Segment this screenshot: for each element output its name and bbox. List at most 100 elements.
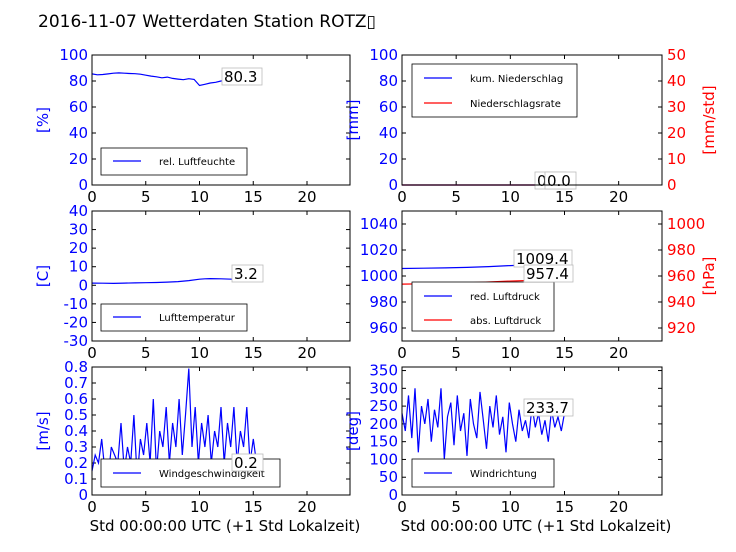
- y-tick-label: -10: [64, 295, 89, 313]
- annotation: 0.0: [544, 171, 577, 190]
- chart-panel-2: 0 5 10 15 20 0 20 40 60 80 100 0 10 20 30 40 50 [mm] [mm/s…: [344, 46, 718, 206]
- x-tick-label: 10: [190, 344, 209, 362]
- legend-entry: kum. Niederschlag: [470, 74, 563, 85]
- y-tick-label: 300: [369, 379, 398, 397]
- y-tick-label: 0.1: [64, 470, 88, 488]
- x-axis-label: Std 00:00:00 UTC (+1 Std Lokalzeit): [401, 517, 672, 535]
- y-tick-label: 50: [379, 468, 398, 486]
- x-tick-label: 0: [87, 344, 97, 362]
- chart-panel-5: 0 5 10 15 2000.10.20.30.40.50.60.70.8[m/s]St…: [34, 358, 360, 535]
- plot-frame: [91, 210, 351, 342]
- legend: kum. Niederschlag Niederschlagsrate: [411, 63, 578, 118]
- y-tick-label: -30: [64, 332, 89, 350]
- chart-title: 2016-11-07 Wetterdaten Station ROTZ▯: [38, 12, 376, 32]
- annotation-label: 1009.4: [516, 250, 569, 268]
- annotation: 1009.4: [513, 249, 573, 268]
- legend: Lufttemperatur: [100, 303, 248, 332]
- y-tick-label: 0: [78, 486, 88, 504]
- y-tick-label: 100: [369, 46, 398, 64]
- x-tick-label: 0: [397, 188, 407, 206]
- x-tick-label: 15: [244, 344, 263, 362]
- series-line-1: [401, 388, 569, 460]
- y-tick-label: 0: [388, 486, 398, 504]
- x-tick-label: 5: [141, 498, 151, 516]
- annotation-box: [231, 264, 264, 283]
- legend-entry: rel. Luftfeuchte: [159, 157, 235, 168]
- y-tick-label: 1000: [360, 267, 398, 285]
- y-tick-label: 80: [69, 72, 88, 90]
- y-tick-label: 100: [59, 46, 88, 64]
- y-axis-label: [deg]: [344, 411, 362, 451]
- y-tick-label: 1040: [360, 215, 398, 233]
- legend-entry: Niederschlagsrate: [470, 99, 561, 110]
- plot-frame: [91, 366, 351, 496]
- x-tick-label: 10: [190, 498, 209, 516]
- x-tick-label: 10: [501, 344, 520, 362]
- y-tick-label: 0.2: [64, 454, 88, 472]
- y-tick-label: 0.4: [64, 422, 88, 440]
- y-tick-label-right: 940: [667, 293, 696, 311]
- x-tick-label: 15: [244, 188, 263, 206]
- x-tick-label: 5: [451, 344, 461, 362]
- y-tick-label: 0: [78, 176, 88, 194]
- x-tick-label: 0: [397, 498, 407, 516]
- chart-panel-1: 0 5 10 15 20 0 20 40 60 80 100 [%] rel. Luftfeuchte 8…: [34, 46, 351, 206]
- legend: red. Luftdruck abs. Luftdruck: [411, 281, 555, 332]
- annotation: 0.2: [231, 453, 264, 472]
- x-tick-label: 0: [397, 344, 407, 362]
- legend: Windrichtung: [411, 458, 555, 488]
- x-tick-label: 15: [555, 188, 574, 206]
- legend-entry: red. Luftdruck: [470, 292, 540, 303]
- x-tick-label: 5: [141, 344, 151, 362]
- y-axis-label: [m/s]: [34, 411, 52, 450]
- annotation-box: [221, 67, 263, 86]
- y-tick-label: 60: [379, 98, 398, 116]
- y-tick-label: 250: [369, 397, 398, 415]
- annotation: 233.7: [523, 398, 574, 417]
- y-tick-label-right: 20: [667, 124, 686, 142]
- annotation-label: 0.2: [234, 454, 258, 472]
- y-tick-label-right: 40: [667, 72, 686, 90]
- x-tick-label: 20: [297, 344, 316, 362]
- y-tick-label: 20: [69, 150, 88, 168]
- y-axis-label: [C]: [34, 265, 52, 287]
- x-tick-label: 20: [609, 344, 628, 362]
- y-tick-label: 1020: [360, 241, 398, 259]
- y-tick-label: 960: [369, 319, 398, 337]
- y-tick-label: 0: [388, 176, 398, 194]
- y-tick-label-right: 1000: [667, 215, 705, 233]
- annotation-box: [523, 398, 574, 417]
- annotation-label: 0.0: [547, 172, 571, 190]
- y-tick-label: 60: [69, 98, 88, 116]
- y-tick-label: 30: [69, 221, 88, 239]
- annotation-label: 233.7: [526, 399, 569, 417]
- legend-box: [411, 281, 555, 332]
- x-tick-label: 10: [501, 498, 520, 516]
- y-axis-label: [%]: [34, 107, 52, 133]
- y-axis-label-right: [hPa]: [700, 257, 718, 296]
- y-tick-label: 20: [69, 239, 88, 257]
- y-tick-label-right: 0: [667, 176, 677, 194]
- x-tick-label: 5: [451, 188, 461, 206]
- y-tick-label-right: 30: [667, 98, 686, 116]
- y-tick-label: 20: [379, 150, 398, 168]
- annotation-label: 80.3: [224, 68, 257, 86]
- plot-frame: [401, 366, 663, 496]
- x-axis-label: Std 00:00:00 UTC (+1 Std Lokalzeit): [90, 517, 361, 535]
- y-tick-label: 40: [379, 124, 398, 142]
- series-line-1: [91, 368, 258, 480]
- plot-frame: [91, 54, 351, 186]
- x-tick-label: 5: [451, 498, 461, 516]
- x-tick-label: 15: [244, 498, 263, 516]
- x-tick-label: 20: [297, 188, 316, 206]
- y-tick-label: -20: [64, 313, 89, 331]
- legend-entry: Windrichtung: [470, 469, 537, 480]
- legend-entry: abs. Luftdruck: [470, 316, 541, 327]
- y-tick-label: 10: [69, 258, 88, 276]
- y-axis-label-right: [mm/std]: [700, 85, 718, 154]
- y-tick-label: 0.6: [64, 390, 88, 408]
- x-tick-label: 10: [501, 188, 520, 206]
